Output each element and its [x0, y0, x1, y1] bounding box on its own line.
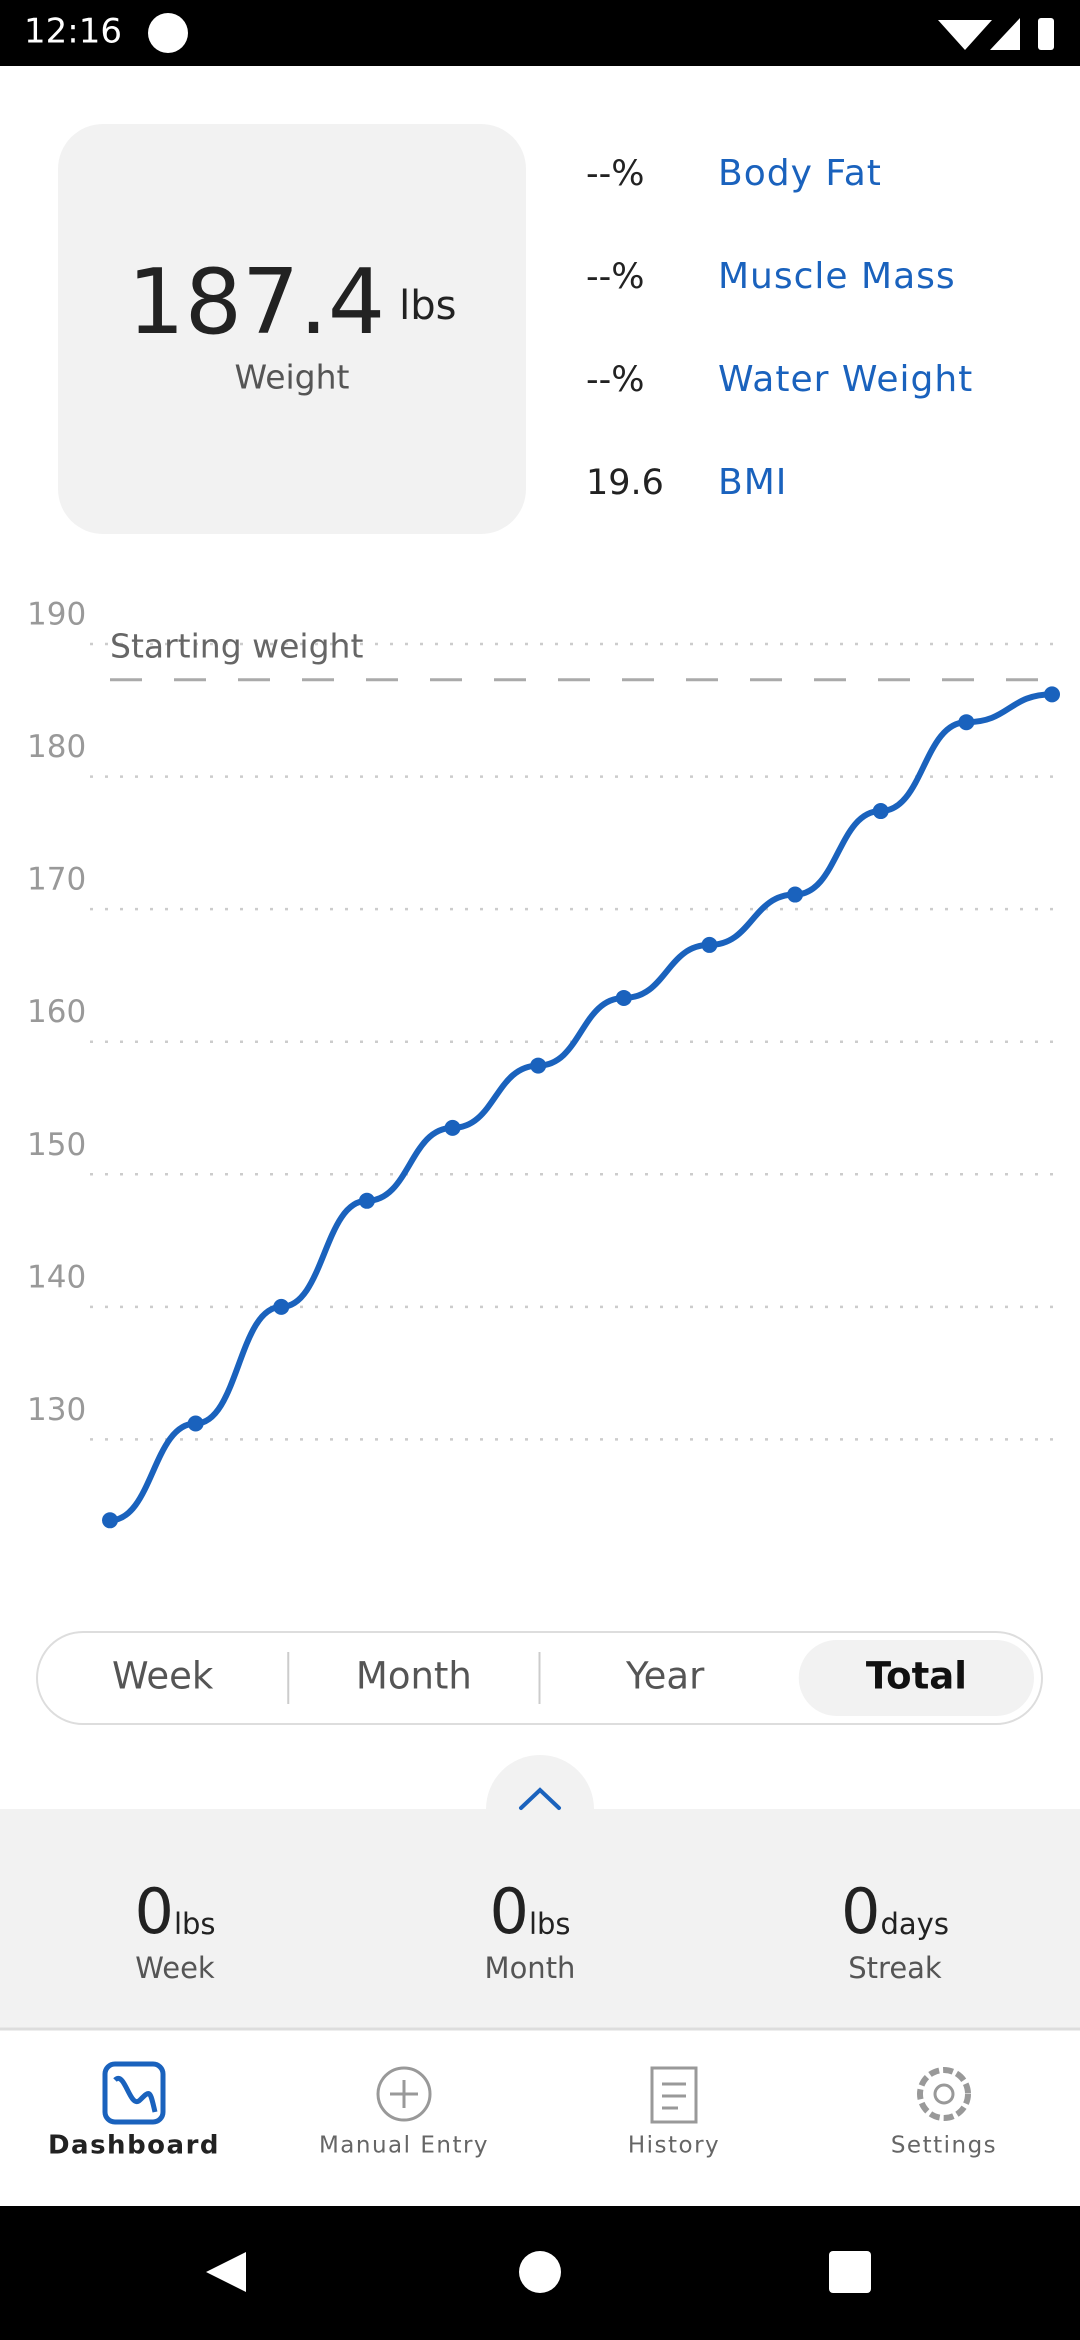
- weight-label: Weight: [235, 358, 350, 397]
- stat-value: 0days: [841, 1875, 949, 1948]
- nav-item[interactable]: Dashboard: [48, 2131, 220, 2161]
- metric-label: Muscle Mass: [718, 256, 956, 297]
- stat-number: 0: [841, 1875, 880, 1948]
- weight-unit: lbs: [399, 283, 456, 329]
- y-tick-label: 190: [27, 597, 86, 633]
- nav-item[interactable]: Manual Entry: [319, 2133, 489, 2159]
- metric-value: --%: [586, 257, 645, 297]
- range-option[interactable]: Month: [356, 1655, 472, 1698]
- stat-unit: lbs: [529, 1907, 571, 1941]
- status-time: 12:16: [24, 12, 122, 52]
- range-options: Week Month Year Total: [112, 1640, 1034, 1716]
- back-button[interactable]: [206, 2252, 246, 2292]
- home-button[interactable]: [519, 2251, 561, 2293]
- metrics: --% Body Fat --% Muscle Mass --% Water Weight…: [586, 153, 973, 503]
- range-option[interactable]: Total: [866, 1655, 967, 1698]
- stat-unit: days: [881, 1907, 949, 1941]
- y-tick-label: 160: [27, 994, 86, 1030]
- bottom-nav: Dashboard Manual Entry History Settings: [48, 2131, 997, 2161]
- dashboard-icon: [102, 2061, 166, 2125]
- metric-label: Body Fat: [718, 153, 882, 194]
- recents-button[interactable]: [829, 2251, 871, 2293]
- weight-point: [530, 1057, 547, 1074]
- weight-chart: 130 140 150 160 170 180 190 Starting weight: [27, 597, 1060, 1529]
- range-option[interactable]: Week: [112, 1655, 214, 1698]
- stat-label: Week: [135, 1951, 215, 1985]
- nav-item[interactable]: History: [628, 2133, 720, 2159]
- expand-chevron: [519, 1787, 561, 1810]
- settings-icon: [917, 2067, 971, 2121]
- weight-card: [58, 124, 526, 534]
- wifi-icon: [938, 20, 992, 50]
- y-tick-label: 170: [27, 862, 86, 898]
- status-app-icon: [148, 13, 188, 53]
- history-lines: [662, 2082, 686, 2110]
- weight-point: [958, 714, 975, 731]
- metric-value: --%: [586, 360, 645, 400]
- weight-line: [109, 691, 1053, 1524]
- expand-handle[interactable]: [486, 1755, 594, 1863]
- dashboard-icon-line: [113, 2075, 158, 2113]
- stat-value: 0lbs: [489, 1875, 570, 1948]
- starting-weight-label: Starting weight: [110, 626, 363, 665]
- weight-number: 187.4: [128, 250, 386, 355]
- metric-label: BMI: [718, 462, 787, 503]
- range-option[interactable]: Year: [625, 1655, 705, 1698]
- battery-icon: [1038, 18, 1054, 50]
- stat-label: Streak: [848, 1951, 942, 1985]
- stat-value: 0lbs: [134, 1875, 215, 1948]
- metric-value: 19.6: [586, 463, 664, 503]
- weight-point: [787, 886, 804, 903]
- signal-icon: [990, 18, 1020, 50]
- weight-value: 187.4 lbs: [128, 250, 457, 355]
- weight-point: [102, 1512, 118, 1529]
- weight-point: [701, 936, 718, 953]
- weight-point: [615, 989, 632, 1006]
- settings-icon-center: [933, 2083, 955, 2105]
- y-tick-label: 180: [27, 729, 86, 765]
- weight-point: [444, 1119, 461, 1136]
- manual-entry-icon: [376, 2066, 432, 2122]
- stat-number: 0: [489, 1875, 528, 1948]
- weight-point: [358, 1192, 375, 1209]
- y-tick-label: 130: [27, 1392, 86, 1428]
- manual-entry-plus: [390, 2080, 418, 2108]
- y-tick-label: 150: [27, 1127, 86, 1163]
- range-selected-pill: [798, 1640, 1034, 1716]
- weight-point: [273, 1298, 290, 1315]
- stat-unit: lbs: [174, 1907, 216, 1941]
- weight-point: [1044, 686, 1060, 703]
- metric-label: Water Weight: [718, 359, 973, 400]
- y-tick-label: 140: [27, 1259, 86, 1295]
- nav-item[interactable]: Settings: [891, 2133, 997, 2159]
- weight-point: [187, 1415, 204, 1432]
- weight-point: [872, 803, 889, 820]
- history-icon: [650, 2066, 698, 2124]
- stat-label: Month: [485, 1951, 576, 1985]
- stat-number: 0: [134, 1875, 173, 1948]
- metric-value: --%: [586, 154, 645, 194]
